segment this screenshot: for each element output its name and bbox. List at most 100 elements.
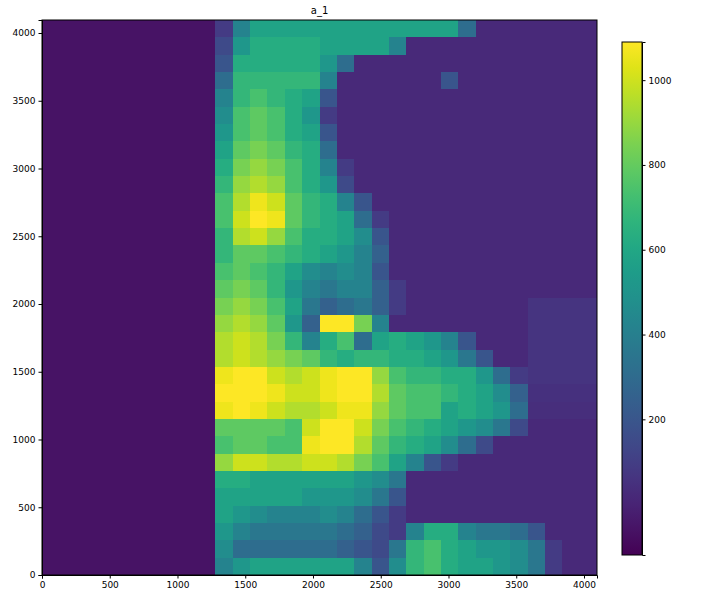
- heatmap-cell: [424, 263, 441, 280]
- heatmap-cell: [59, 37, 76, 54]
- heatmap-cell: [476, 176, 493, 193]
- heatmap-cell: [59, 315, 76, 332]
- heatmap-cell: [42, 419, 59, 436]
- tick-label: 400: [649, 330, 666, 340]
- heatmap-cell: [163, 72, 180, 89]
- heatmap-cell: [580, 332, 597, 349]
- y-axis-tick: 2000: [13, 299, 42, 309]
- heatmap-cell: [233, 506, 250, 523]
- heatmap-cell: [163, 419, 180, 436]
- heatmap-cell: [372, 471, 389, 488]
- heatmap-cell: [510, 506, 527, 523]
- heatmap-cell: [354, 506, 371, 523]
- heatmap-cell: [337, 367, 354, 384]
- heatmap-cell: [285, 211, 302, 228]
- heatmap-cell: [163, 506, 180, 523]
- heatmap-cell: [562, 454, 579, 471]
- heatmap-cell: [580, 176, 597, 193]
- heatmap-cell: [510, 176, 527, 193]
- heatmap-cell: [302, 471, 319, 488]
- heatmap-cell: [111, 298, 128, 315]
- heatmap-cell: [198, 245, 215, 262]
- heatmap-cell: [545, 367, 562, 384]
- heatmap-cell: [129, 523, 146, 540]
- heatmap-cell: [77, 20, 94, 37]
- heatmap-cell: [354, 540, 371, 557]
- heatmap-cell: [545, 211, 562, 228]
- heatmap-cell: [320, 471, 337, 488]
- heatmap-cell: [163, 436, 180, 453]
- heatmap-cell: [510, 332, 527, 349]
- heatmap-cell: [545, 263, 562, 280]
- heatmap-cell: [580, 141, 597, 158]
- heatmap-cell: [424, 280, 441, 297]
- tick-mark: [642, 80, 646, 81]
- heatmap-cell: [77, 263, 94, 280]
- heatmap-cell: [233, 488, 250, 505]
- heatmap-cell: [562, 228, 579, 245]
- heatmap-cell: [250, 141, 267, 158]
- heatmap-cell: [302, 419, 319, 436]
- heatmap-cell: [406, 540, 423, 557]
- tick-mark: [642, 165, 646, 166]
- heatmap-cell: [94, 298, 111, 315]
- tick-label: 3000: [13, 164, 36, 174]
- heatmap-cell: [441, 506, 458, 523]
- heatmap-cell: [198, 211, 215, 228]
- heatmap-cell: [545, 523, 562, 540]
- heatmap-cell: [42, 436, 59, 453]
- heatmap-cell: [320, 89, 337, 106]
- heatmap-cell: [406, 263, 423, 280]
- heatmap-cell: [441, 315, 458, 332]
- heatmap-cell: [441, 350, 458, 367]
- x-axis-tick: 4000: [573, 575, 596, 590]
- heatmap-cell: [458, 193, 475, 210]
- heatmap-cell: [528, 488, 545, 505]
- y-axis-tick: 1000: [13, 435, 42, 445]
- heatmap-cell: [250, 454, 267, 471]
- heatmap-cell: [77, 350, 94, 367]
- heatmap-cell: [111, 211, 128, 228]
- heatmap-cell: [424, 245, 441, 262]
- heatmap-cell: [198, 506, 215, 523]
- heatmap-cell: [337, 350, 354, 367]
- heatmap-cell: [528, 471, 545, 488]
- heatmap-cell: [146, 193, 163, 210]
- heatmap-cell: [146, 488, 163, 505]
- heatmap-cell: [302, 263, 319, 280]
- heatmap-cell: [215, 419, 232, 436]
- heatmap-cell: [59, 141, 76, 158]
- heatmap-cell: [441, 298, 458, 315]
- heatmap-cell: [424, 193, 441, 210]
- heatmap-cell: [372, 402, 389, 419]
- heatmap-cell: [285, 384, 302, 401]
- heatmap-cell: [111, 176, 128, 193]
- tick-mark: [39, 169, 43, 170]
- title: a_1: [311, 5, 329, 17]
- heatmap-cell: [77, 540, 94, 557]
- heatmap-cell: [476, 193, 493, 210]
- heatmap-cell: [562, 419, 579, 436]
- heatmap-cell: [111, 471, 128, 488]
- heatmap-cell: [424, 384, 441, 401]
- heatmap-cell: [59, 350, 76, 367]
- heatmap-cell: [528, 419, 545, 436]
- heatmap-cell: [111, 141, 128, 158]
- heatmap-cell: [354, 315, 371, 332]
- heatmap-cell: [302, 298, 319, 315]
- heatmap-cell: [215, 315, 232, 332]
- tick-mark: [39, 101, 43, 102]
- heatmap-cell: [545, 124, 562, 141]
- heatmap-cell: [233, 107, 250, 124]
- heatmap-cell: [285, 107, 302, 124]
- heatmap-cell: [129, 367, 146, 384]
- heatmap-cell: [406, 228, 423, 245]
- heatmap-cell: [545, 89, 562, 106]
- heatmap-cell: [146, 419, 163, 436]
- heatmap-cell: [562, 193, 579, 210]
- heatmap-cell: [372, 89, 389, 106]
- heatmap-cell: [545, 540, 562, 557]
- heatmap-cell: [528, 506, 545, 523]
- tick-label: 1500: [13, 367, 36, 377]
- heatmap-cell: [389, 72, 406, 89]
